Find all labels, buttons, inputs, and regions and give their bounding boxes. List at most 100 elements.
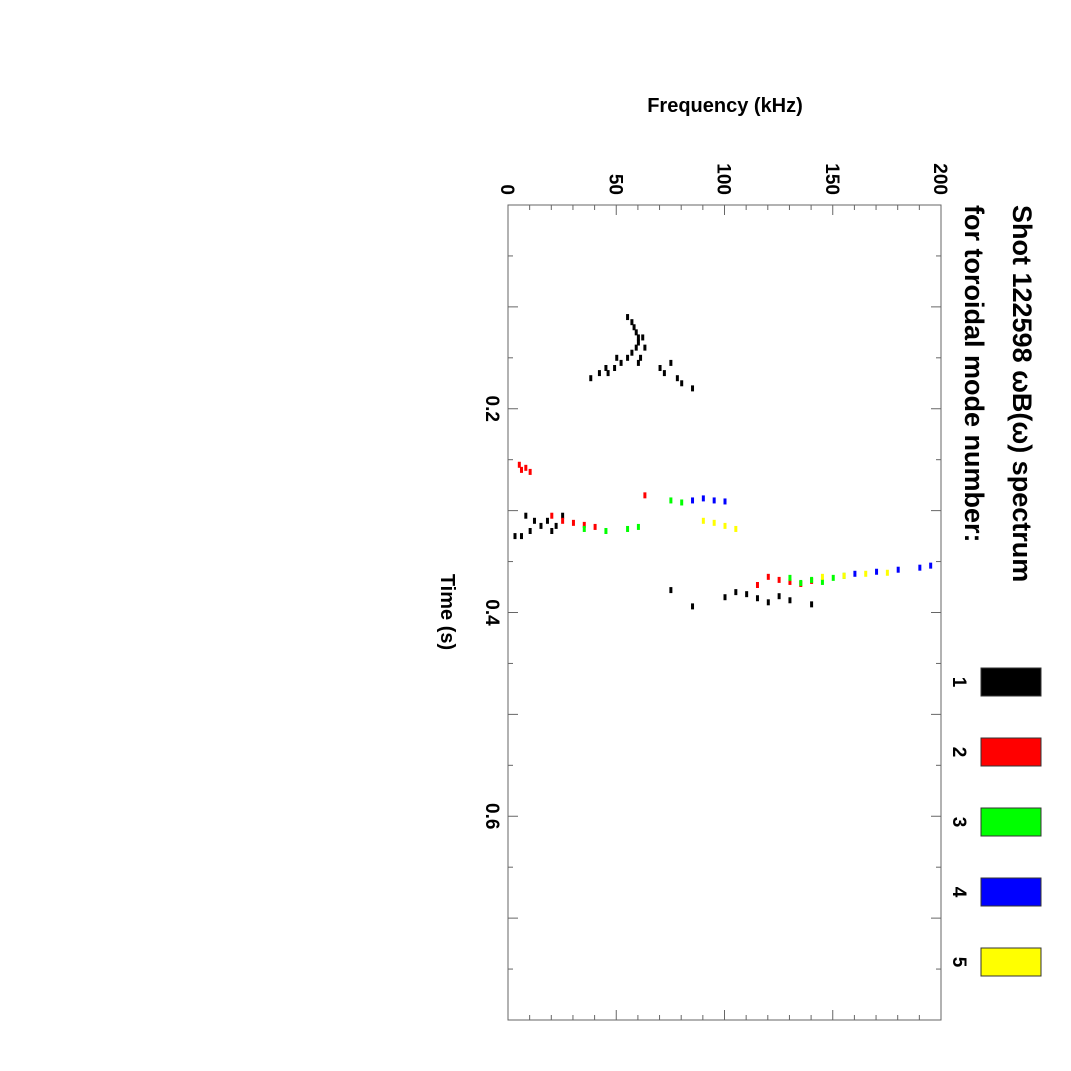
data-point xyxy=(723,498,727,505)
data-point xyxy=(777,593,781,600)
data-point xyxy=(519,466,523,473)
series-5 xyxy=(701,517,889,580)
data-point xyxy=(582,525,586,532)
data-point xyxy=(554,522,558,529)
data-point xyxy=(669,359,673,366)
legend-label-4: 4 xyxy=(948,887,969,898)
data-point xyxy=(606,370,610,377)
legend-swatch-2 xyxy=(980,737,1042,767)
series-1 xyxy=(513,314,814,610)
data-point xyxy=(613,365,617,371)
data-point xyxy=(634,329,638,336)
data-point xyxy=(528,468,532,475)
data-point xyxy=(550,528,554,534)
data-point xyxy=(799,579,803,586)
rotated-plot-frame: 0.2 0.4 0.6 0 50 100 150 200 Shot 122598 ωB(ω) … xyxy=(436,163,1042,1021)
data-point xyxy=(636,339,640,346)
data-point xyxy=(745,591,749,598)
data-point xyxy=(788,597,792,604)
data-point xyxy=(593,523,597,530)
legend-swatch-4 xyxy=(980,877,1042,907)
legend-swatch-5 xyxy=(980,947,1042,977)
data-point xyxy=(571,519,575,526)
legend-label-2: 2 xyxy=(948,747,969,758)
data-point xyxy=(885,569,889,576)
data-point xyxy=(701,517,705,524)
data-point xyxy=(820,573,824,580)
data-point xyxy=(632,324,636,331)
data-point xyxy=(636,359,640,366)
data-point xyxy=(597,370,601,377)
data-point xyxy=(643,492,647,499)
series-2 xyxy=(517,461,814,588)
data-point xyxy=(788,574,792,581)
data-point xyxy=(864,570,868,577)
legend-label-5: 5 xyxy=(948,957,969,968)
data-point xyxy=(561,512,565,519)
data-point xyxy=(669,587,673,594)
data-point xyxy=(669,497,673,504)
data-point xyxy=(626,314,630,321)
data-point xyxy=(636,523,640,530)
y-tick-label: 50 xyxy=(604,174,625,195)
legend-swatch-1 xyxy=(980,667,1042,697)
data-point xyxy=(831,574,835,581)
data-point xyxy=(777,576,781,583)
data-point xyxy=(589,375,593,382)
data-point xyxy=(545,517,549,524)
data-point xyxy=(723,594,727,601)
plot-area xyxy=(507,204,942,1021)
y-tick-label: 0 xyxy=(496,184,517,195)
tick-labels: 0.2 0.4 0.6 0 50 100 150 200 xyxy=(481,163,950,829)
data-point xyxy=(658,365,662,371)
data-point xyxy=(691,603,695,610)
x-tick-label: 0.2 xyxy=(481,396,502,422)
chart-title-line2: for toroidal mode number: xyxy=(959,205,989,543)
y-tick-label: 100 xyxy=(713,163,734,195)
data-point xyxy=(604,365,608,371)
data-point xyxy=(810,576,814,583)
data-point xyxy=(641,334,645,341)
data-point xyxy=(929,562,933,569)
data-point xyxy=(561,517,565,524)
y-tick-label: 200 xyxy=(929,163,950,195)
data-point xyxy=(712,519,716,526)
data-point xyxy=(842,572,846,579)
data-point xyxy=(639,354,643,361)
data-point xyxy=(517,461,521,468)
data-point xyxy=(513,533,517,540)
data-point xyxy=(680,380,684,387)
data-point xyxy=(519,533,523,540)
data-point xyxy=(734,589,738,596)
data-point xyxy=(636,334,640,341)
data-point xyxy=(723,522,727,529)
plot-frame xyxy=(507,204,942,1021)
legend-label-1: 1 xyxy=(948,677,969,688)
data-point xyxy=(532,517,536,524)
series-4 xyxy=(691,495,933,577)
chart-title-line1: Shot 122598 ωB(ω) spectrum xyxy=(1007,205,1037,582)
data-point xyxy=(712,497,716,504)
data-point xyxy=(524,464,528,471)
data-point xyxy=(619,359,623,366)
data-point xyxy=(875,568,879,575)
data-point xyxy=(853,570,857,577)
data-point xyxy=(918,564,922,571)
data-point xyxy=(896,566,900,573)
data-point xyxy=(810,601,814,608)
data-point xyxy=(734,525,738,532)
data-point xyxy=(630,349,634,356)
data-point xyxy=(604,528,608,534)
legend-swatch-3 xyxy=(980,807,1042,837)
data-point xyxy=(680,499,684,506)
data-point xyxy=(524,512,528,519)
data-point xyxy=(643,344,647,351)
data-point xyxy=(766,573,770,580)
data-point xyxy=(550,512,554,519)
data-point xyxy=(820,578,824,585)
data-point xyxy=(634,344,638,351)
data-point xyxy=(701,495,705,502)
data-point xyxy=(615,354,619,361)
data-point xyxy=(630,319,634,326)
y-tick-label: 150 xyxy=(821,163,842,195)
